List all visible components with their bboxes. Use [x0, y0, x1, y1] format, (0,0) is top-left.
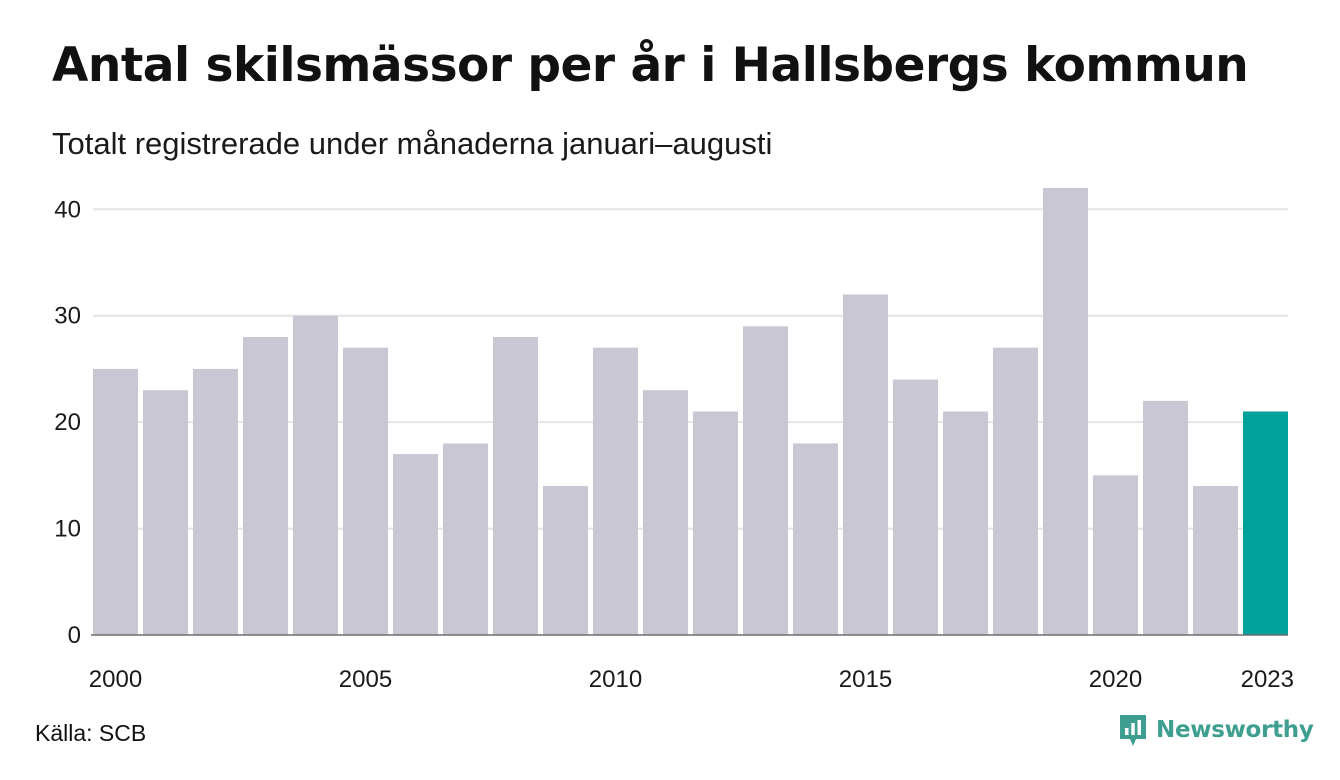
y-tick-label: 40	[54, 196, 81, 223]
bar-2023	[1243, 411, 1288, 635]
newsworthy-logo-icon	[1120, 715, 1146, 746]
x-tick-label: 2005	[339, 666, 392, 693]
bar-2002	[193, 368, 238, 635]
y-tick-label: 0	[68, 622, 81, 649]
x-tick-label: 2015	[839, 666, 892, 693]
brand-name: Newsworthy	[1156, 717, 1314, 743]
x-tick-label: 2000	[89, 666, 142, 693]
bar-2006	[393, 454, 438, 635]
bar-2019	[1043, 188, 1088, 635]
bar-2008	[493, 337, 538, 635]
bar-2015	[843, 294, 888, 635]
y-tick-label: 10	[54, 516, 81, 543]
x-axis: 2000 2005 2010 2015 2020 2023	[89, 634, 1294, 693]
bar-2003	[243, 337, 288, 635]
bar-2020	[1093, 475, 1138, 635]
x-tick-label: 2010	[589, 666, 642, 693]
bar-2018	[993, 347, 1038, 635]
bar-2000	[93, 368, 138, 635]
bar-2021	[1143, 400, 1188, 635]
bar-2001	[143, 390, 188, 635]
source-note: Källa: SCB	[35, 720, 147, 746]
bar-2013	[743, 326, 788, 635]
bar-2012	[693, 411, 738, 635]
bar-2009	[543, 486, 588, 635]
chart-title: Antal skilsmässor per år i Hallsbergs ko…	[52, 38, 1249, 93]
bar-2022	[1193, 486, 1238, 635]
bar-2005	[343, 347, 388, 635]
bar-2011	[643, 390, 688, 635]
x-tick-label: 2023	[1241, 666, 1294, 693]
grid-lines	[93, 208, 1288, 530]
bar-2004	[293, 315, 338, 635]
bar-2014	[793, 443, 838, 635]
bar-2007	[443, 443, 488, 635]
chart-subtitle: Totalt registrerade under månaderna janu…	[52, 126, 773, 161]
y-tick-label: 20	[54, 409, 81, 436]
brand-logo: Newsworthy	[1118, 712, 1314, 748]
bars	[93, 188, 1288, 635]
x-tick-label: 2020	[1089, 666, 1142, 693]
y-tick-label: 30	[54, 303, 81, 330]
bar-2017	[943, 411, 988, 635]
y-axis: 0 10 20 30 40	[54, 196, 81, 649]
bar-2016	[893, 379, 938, 635]
bar-2010	[593, 347, 638, 635]
